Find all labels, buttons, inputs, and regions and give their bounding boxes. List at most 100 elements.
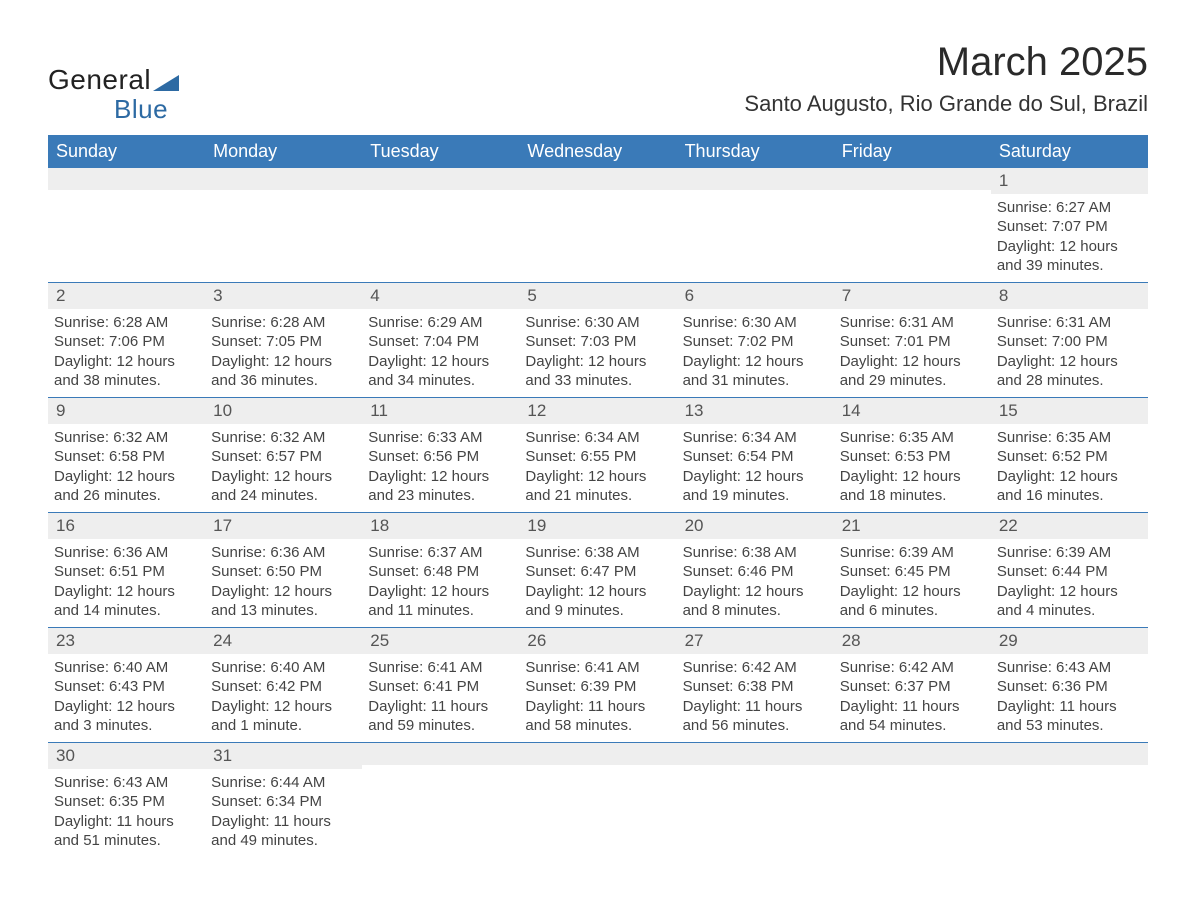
sunset-text: Sunset: 6:52 PM [997,447,1142,467]
day-cell: 27Sunrise: 6:42 AMSunset: 6:38 PMDayligh… [677,627,834,742]
sunset-text: Sunset: 6:53 PM [840,447,985,467]
sunset-text: Sunset: 7:04 PM [368,332,513,352]
day-number: 12 [519,398,676,424]
day-cell [677,742,834,857]
daylight-line2: and 54 minutes. [840,716,985,736]
sunrise-text: Sunrise: 6:33 AM [368,428,513,448]
daylight-line1: Daylight: 12 hours [997,582,1142,602]
sunrise-text: Sunrise: 6:39 AM [840,543,985,563]
day-cell: 11Sunrise: 6:33 AMSunset: 6:56 PMDayligh… [362,397,519,512]
sunset-text: Sunset: 6:37 PM [840,677,985,697]
day-cell [991,742,1148,857]
sunrise-text: Sunrise: 6:43 AM [997,658,1142,678]
sunset-text: Sunset: 7:01 PM [840,332,985,352]
day-cell [519,168,676,283]
sunrise-text: Sunrise: 6:44 AM [211,773,356,793]
day-content: Sunrise: 6:39 AMSunset: 6:44 PMDaylight:… [991,539,1148,627]
day-cell: 3Sunrise: 6:28 AMSunset: 7:05 PMDaylight… [205,282,362,397]
day-cell: 17Sunrise: 6:36 AMSunset: 6:50 PMDayligh… [205,512,362,627]
daylight-line1: Daylight: 12 hours [211,582,356,602]
daylight-line1: Daylight: 12 hours [997,467,1142,487]
day-cell: 25Sunrise: 6:41 AMSunset: 6:41 PMDayligh… [362,627,519,742]
sunrise-text: Sunrise: 6:35 AM [997,428,1142,448]
day-number: 9 [48,398,205,424]
day-content [519,190,676,270]
daylight-line1: Daylight: 12 hours [525,582,670,602]
day-number [834,168,991,190]
daylight-line1: Daylight: 12 hours [525,352,670,372]
day-content: Sunrise: 6:43 AMSunset: 6:36 PMDaylight:… [991,654,1148,742]
day-number [519,168,676,190]
day-content: Sunrise: 6:38 AMSunset: 6:47 PMDaylight:… [519,539,676,627]
day-number [677,168,834,190]
sunset-text: Sunset: 6:48 PM [368,562,513,582]
day-header: Wednesday [519,135,676,168]
daylight-line1: Daylight: 11 hours [997,697,1142,717]
day-content: Sunrise: 6:38 AMSunset: 6:46 PMDaylight:… [677,539,834,627]
day-content: Sunrise: 6:42 AMSunset: 6:38 PMDaylight:… [677,654,834,742]
day-header: Monday [205,135,362,168]
sunrise-text: Sunrise: 6:38 AM [683,543,828,563]
day-number: 19 [519,513,676,539]
day-cell: 28Sunrise: 6:42 AMSunset: 6:37 PMDayligh… [834,627,991,742]
day-number [362,743,519,765]
sunset-text: Sunset: 7:06 PM [54,332,199,352]
day-content: Sunrise: 6:32 AMSunset: 6:58 PMDaylight:… [48,424,205,512]
logo: General Blue [48,64,179,125]
daylight-line2: and 6 minutes. [840,601,985,621]
day-cell: 24Sunrise: 6:40 AMSunset: 6:42 PMDayligh… [205,627,362,742]
day-number: 10 [205,398,362,424]
day-cell: 5Sunrise: 6:30 AMSunset: 7:03 PMDaylight… [519,282,676,397]
sunset-text: Sunset: 6:39 PM [525,677,670,697]
day-cell: 19Sunrise: 6:38 AMSunset: 6:47 PMDayligh… [519,512,676,627]
sunrise-text: Sunrise: 6:41 AM [525,658,670,678]
sunset-text: Sunset: 6:43 PM [54,677,199,697]
day-content: Sunrise: 6:42 AMSunset: 6:37 PMDaylight:… [834,654,991,742]
month-title: March 2025 [744,40,1148,85]
day-number: 30 [48,743,205,769]
daylight-line1: Daylight: 12 hours [683,582,828,602]
daylight-line1: Daylight: 12 hours [211,467,356,487]
day-number [205,168,362,190]
day-content: Sunrise: 6:36 AMSunset: 6:51 PMDaylight:… [48,539,205,627]
day-content: Sunrise: 6:30 AMSunset: 7:02 PMDaylight:… [677,309,834,397]
sunset-text: Sunset: 6:42 PM [211,677,356,697]
day-number: 15 [991,398,1148,424]
daylight-line1: Daylight: 11 hours [211,812,356,832]
day-content: Sunrise: 6:31 AMSunset: 7:00 PMDaylight:… [991,309,1148,397]
daylight-line1: Daylight: 12 hours [54,467,199,487]
day-content: Sunrise: 6:35 AMSunset: 6:52 PMDaylight:… [991,424,1148,512]
day-cell [519,742,676,857]
sunset-text: Sunset: 7:03 PM [525,332,670,352]
day-number: 1 [991,168,1148,194]
day-number [991,743,1148,765]
day-content: Sunrise: 6:43 AMSunset: 6:35 PMDaylight:… [48,769,205,857]
sunrise-text: Sunrise: 6:30 AM [683,313,828,333]
daylight-line2: and 21 minutes. [525,486,670,506]
day-number: 5 [519,283,676,309]
sunrise-text: Sunrise: 6:39 AM [997,543,1142,563]
daylight-line1: Daylight: 12 hours [997,237,1142,257]
day-content: Sunrise: 6:33 AMSunset: 6:56 PMDaylight:… [362,424,519,512]
sunrise-text: Sunrise: 6:40 AM [211,658,356,678]
sunrise-text: Sunrise: 6:34 AM [683,428,828,448]
sunrise-text: Sunrise: 6:42 AM [840,658,985,678]
day-cell [362,168,519,283]
week-row: 2Sunrise: 6:28 AMSunset: 7:06 PMDaylight… [48,282,1148,397]
daylight-line2: and 23 minutes. [368,486,513,506]
sunrise-text: Sunrise: 6:28 AM [54,313,199,333]
day-cell: 15Sunrise: 6:35 AMSunset: 6:52 PMDayligh… [991,397,1148,512]
sunrise-text: Sunrise: 6:42 AM [683,658,828,678]
day-cell: 21Sunrise: 6:39 AMSunset: 6:45 PMDayligh… [834,512,991,627]
day-content: Sunrise: 6:36 AMSunset: 6:50 PMDaylight:… [205,539,362,627]
daylight-line1: Daylight: 12 hours [211,352,356,372]
day-number: 28 [834,628,991,654]
day-cell: 12Sunrise: 6:34 AMSunset: 6:55 PMDayligh… [519,397,676,512]
day-cell: 9Sunrise: 6:32 AMSunset: 6:58 PMDaylight… [48,397,205,512]
daylight-line1: Daylight: 12 hours [54,697,199,717]
day-content [362,190,519,270]
daylight-line2: and 24 minutes. [211,486,356,506]
day-content: Sunrise: 6:28 AMSunset: 7:05 PMDaylight:… [205,309,362,397]
day-content [834,190,991,270]
sunrise-text: Sunrise: 6:27 AM [997,198,1142,218]
